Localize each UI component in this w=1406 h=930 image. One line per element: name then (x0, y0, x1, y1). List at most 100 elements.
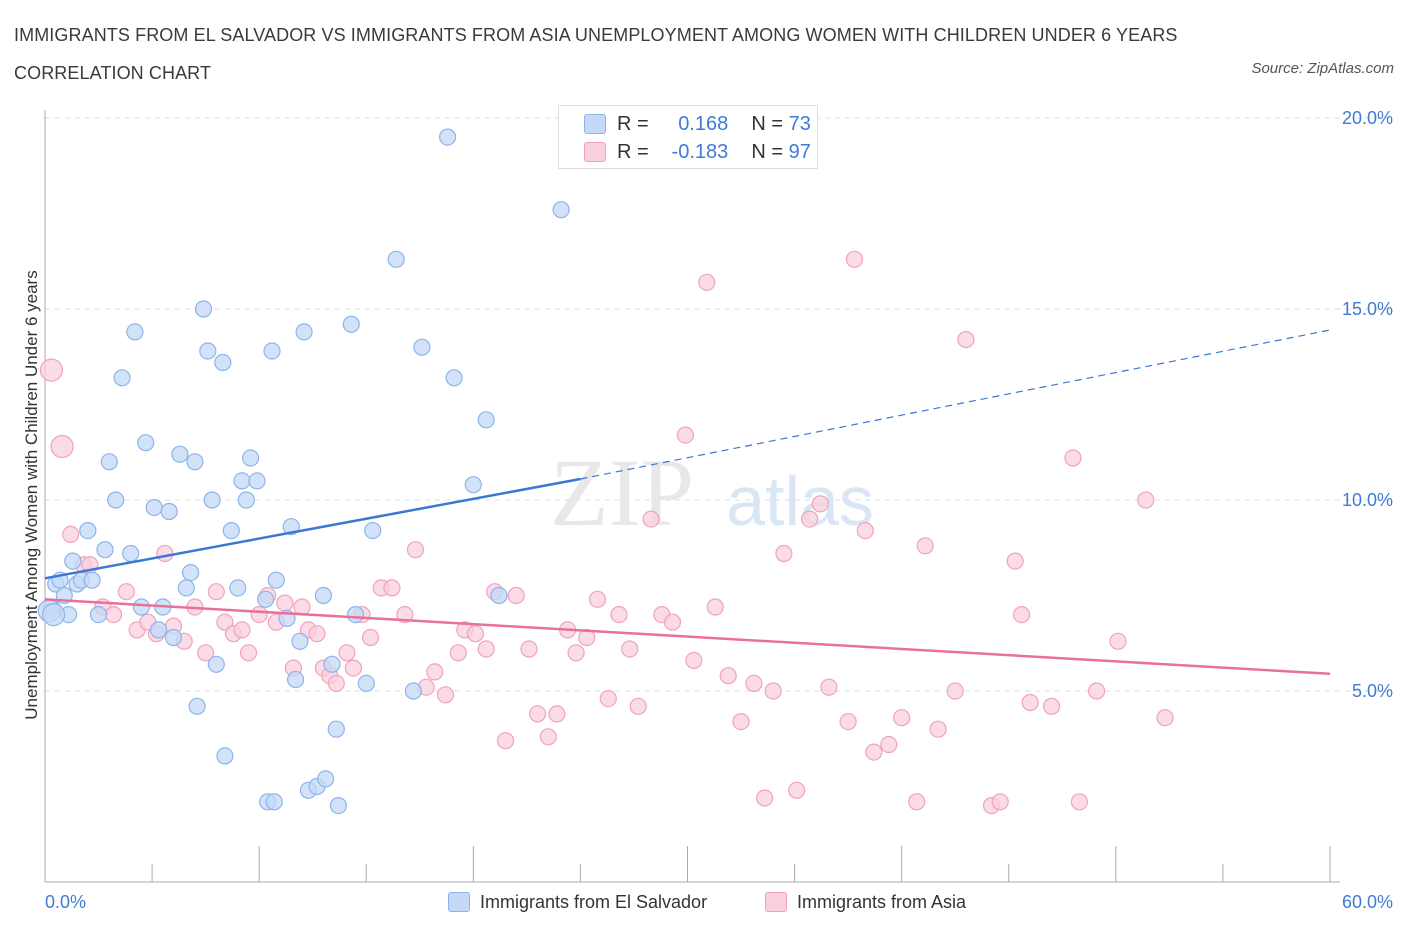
asia-point (1042, 697, 1061, 715)
el-salvador-point (233, 472, 251, 490)
y-tick-label: 10.0% (1342, 490, 1393, 510)
el-salvador-point (145, 499, 163, 517)
legend-n-value: 73 (788, 113, 811, 135)
el-salvador-point (477, 411, 495, 429)
el-salvador-point (216, 747, 234, 765)
el-salvador-point (83, 571, 101, 589)
asia-point (1087, 682, 1106, 700)
trend-lines (44, 329, 1331, 676)
asia-point (293, 598, 311, 616)
asia-point (880, 735, 898, 754)
el-salvador-point (203, 491, 221, 509)
watermark: ZIP atlas (550, 439, 874, 546)
asia-point (1021, 693, 1039, 712)
asia-point (745, 674, 763, 693)
legend-n-label: N = (751, 141, 784, 163)
series-legend: Immigrants from El Salvador Immigrants f… (0, 888, 1406, 916)
asia-point (764, 682, 782, 700)
legend-r-value: 0.168 (678, 113, 729, 135)
el-salvador-point (199, 342, 217, 360)
el-salvador-point (64, 552, 82, 570)
el-salvador-point (164, 628, 183, 647)
asia-point (663, 613, 682, 631)
asia-point (250, 605, 268, 624)
asia-point (528, 705, 547, 723)
data-points (37, 128, 1174, 815)
el-salvador-point (342, 315, 360, 333)
asia-point (396, 605, 414, 624)
asia-point (436, 686, 455, 704)
el-salvador-point (229, 579, 247, 597)
el-salvador-point (267, 571, 285, 589)
el-salvador-point (222, 521, 240, 540)
asia-point (1156, 709, 1174, 727)
legend-swatch-blue (584, 114, 606, 134)
asia-point (908, 793, 926, 811)
el-salvador-point (552, 201, 570, 219)
asia-point (1006, 552, 1024, 570)
el-salvador-point (194, 300, 213, 318)
el-salvador-point (137, 434, 155, 452)
asia-point (929, 720, 947, 738)
asia-point (361, 628, 380, 647)
asia-point (845, 250, 864, 268)
asia-point (1137, 491, 1155, 509)
correlation-legend: R = 0.168 N = 73 R = -0.183 N = 97 (558, 105, 818, 169)
el-salvador-point (314, 586, 332, 605)
el-salvador-point (413, 338, 431, 356)
asia-point (629, 697, 647, 715)
asia-point (820, 678, 838, 696)
asia-point (588, 590, 607, 608)
legend-r-label: R = (617, 113, 649, 135)
el-salvador-point (160, 502, 178, 521)
el-salvador-point (364, 521, 382, 540)
asia-point (520, 640, 538, 658)
asia-point (775, 544, 793, 563)
legend-label: Immigrants from El Salvador (480, 892, 708, 912)
asia-point (233, 621, 251, 639)
asia-point (466, 625, 485, 643)
el-salvador-point (177, 579, 195, 597)
el-salvador-point (207, 655, 225, 673)
asia-point (698, 273, 716, 291)
legend-swatch-blue (448, 892, 470, 912)
el-salvador-point (323, 655, 341, 673)
asia-point (916, 537, 934, 555)
el-salvador-point (464, 476, 482, 494)
asia-point (477, 640, 495, 658)
x-tick-label: 60.0% (1342, 892, 1393, 912)
el-salvador-point (248, 472, 266, 490)
asia-point (327, 674, 345, 693)
el-salvador-point (404, 682, 422, 700)
asia-point (496, 732, 515, 750)
x-tick-label: 0.0% (45, 892, 86, 912)
asia-point (719, 667, 737, 685)
asia-point (946, 682, 964, 700)
asia-point (991, 793, 1009, 811)
y-tick-label: 20.0% (1342, 108, 1393, 128)
asia-point (216, 613, 234, 631)
legend-swatch-pink (584, 142, 606, 162)
watermark-atlas: atlas (726, 462, 874, 540)
asia-point (642, 510, 660, 528)
asia-point (548, 705, 566, 723)
asia-point (610, 605, 628, 624)
asia-point (276, 594, 294, 612)
asia-point (685, 651, 703, 670)
el-salvador-point (329, 796, 347, 815)
el-salvador-point (257, 590, 275, 608)
el-salvador-point (182, 563, 200, 582)
el-salvador-point (490, 586, 508, 605)
el-salvador-point (89, 605, 108, 624)
asia-point (207, 583, 225, 601)
el-salvador-point (79, 521, 97, 540)
tick-labels: 5.0% 10.0% 15.0% 20.0% 0.0% 60.0% (45, 108, 1393, 912)
asia-point (1064, 449, 1082, 467)
el-salvador-point (214, 353, 232, 372)
asia-point (117, 583, 136, 601)
asia-point (50, 434, 74, 459)
el-salvador-point (96, 541, 114, 559)
asia-point (344, 659, 362, 677)
asia-point (1012, 605, 1031, 624)
